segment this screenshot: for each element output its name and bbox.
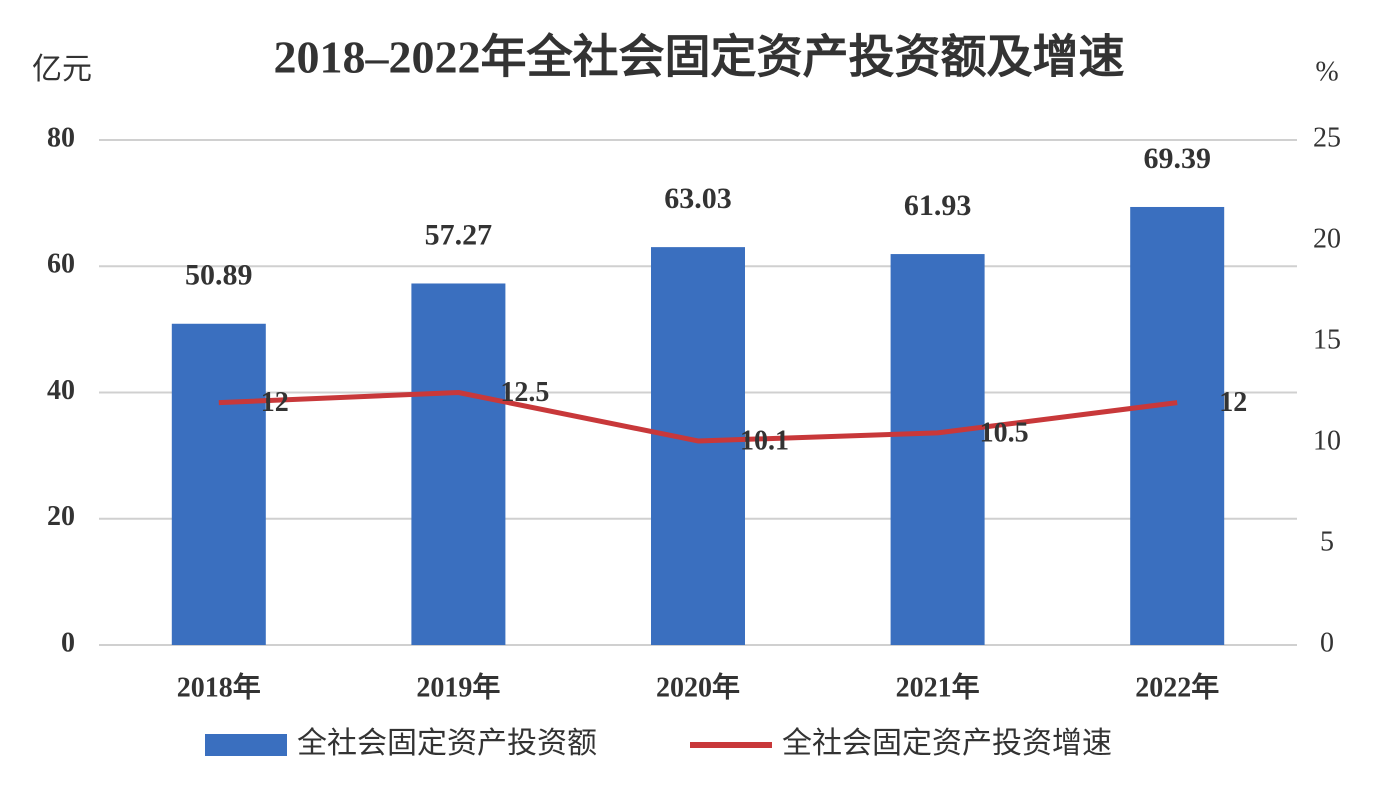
y-tick-label: 40 (47, 375, 75, 406)
bar (651, 247, 745, 646)
line-value-label: 10.1 (740, 425, 789, 456)
line-value-label: 12.5 (500, 377, 549, 408)
bar (411, 283, 506, 645)
x-tick-label: 2018年 (177, 670, 261, 703)
legend-swatch (205, 734, 287, 756)
bar-value-label: 69.39 (1143, 142, 1211, 175)
y2-tick-label: 0 (1320, 627, 1334, 658)
x-tick-label: 2022年 (1135, 670, 1219, 703)
line-value-label: 12 (261, 387, 289, 418)
bar (890, 254, 985, 645)
y2-axis-label: % (1315, 56, 1338, 87)
bar (171, 323, 266, 645)
chart-title: 2018–2022年全社会固定资产投资额及增速 (274, 32, 1125, 83)
y-axis-label: 亿元 (32, 53, 92, 86)
bar-value-label: 61.93 (904, 189, 972, 222)
bar-value-label: 57.27 (425, 218, 493, 251)
y2-tick-label: 5 (1320, 526, 1334, 557)
y-tick-label: 0 (61, 627, 75, 658)
y2-tick-label: 15 (1313, 324, 1341, 355)
x-tick-label: 2020年 (656, 670, 740, 703)
x-tick-label: 2019年 (416, 670, 500, 703)
bar (1130, 206, 1225, 645)
x-tick-label: 2021年 (896, 670, 980, 703)
line (218, 390, 1178, 444)
y-tick-label: 20 (47, 501, 75, 532)
y2-tick-label: 25 (1313, 122, 1341, 153)
bar-value-label: 63.03 (664, 182, 732, 215)
y-tick-label: 80 (47, 122, 75, 153)
y2-tick-label: 10 (1313, 425, 1341, 456)
line-value-label: 10.5 (980, 417, 1029, 448)
legend-label: 全社会固定资产投资增速 (782, 727, 1112, 760)
line-value-label: 12 (1219, 387, 1247, 418)
y-tick-label: 60 (47, 249, 75, 280)
legend-label: 全社会固定资产投资额 (297, 727, 597, 760)
y2-tick-label: 20 (1313, 223, 1341, 254)
bar-value-label: 50.89 (185, 259, 253, 292)
